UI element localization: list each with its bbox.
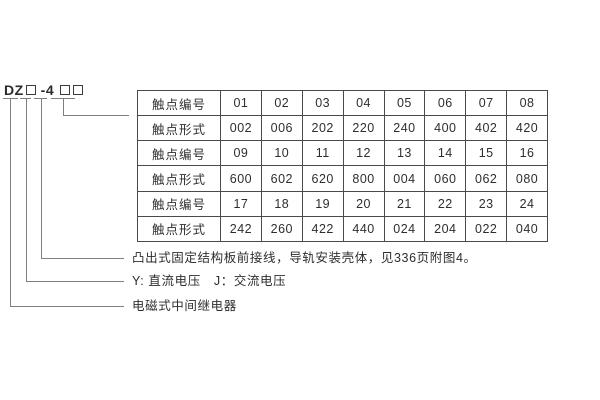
table-row: 触点形式 002 006 202 220 240 400 402 420 [137, 115, 548, 142]
cell: 204 [424, 215, 467, 243]
table-row: 触点编号 17 18 19 20 21 22 23 24 [137, 190, 548, 217]
cell: 23 [465, 190, 508, 217]
table-row: 触点编号 01 02 03 04 05 06 07 08 [137, 89, 548, 117]
row-label: 触点形式 [137, 215, 221, 243]
cell: 260 [260, 215, 303, 243]
table-row: 触点形式 242 260 422 440 024 204 022 040 [137, 215, 548, 243]
cell: 17 [220, 190, 262, 217]
cell: 16 [506, 140, 548, 167]
cell: 03 [301, 89, 344, 117]
table-row: 触点编号 09 10 11 12 13 14 15 16 [137, 140, 548, 167]
cell: 24 [506, 190, 548, 217]
row-label: 触点编号 [137, 140, 221, 167]
row-label: 触点编号 [137, 89, 221, 117]
cell: 10 [260, 140, 303, 167]
cell: 14 [424, 140, 467, 167]
cell: 080 [506, 165, 548, 192]
cell: 602 [260, 165, 303, 192]
cell: 060 [424, 165, 467, 192]
cell: 08 [506, 89, 548, 117]
connector-h-to-table [62, 115, 129, 117]
model-box-2 [60, 85, 71, 95]
row-label: 触点形式 [137, 165, 221, 192]
model-mid: -4 [40, 82, 55, 98]
cell: 06 [424, 89, 467, 117]
legend-voltage-note: Y: 直流电压 J：交流电压 [132, 274, 287, 288]
row-label: 触点形式 [137, 115, 221, 142]
cell: 15 [465, 140, 508, 167]
cell: 02 [260, 89, 303, 117]
cell: 062 [465, 165, 508, 192]
cell: 220 [342, 115, 385, 142]
connector-h-legend2 [25, 281, 124, 283]
cell: 800 [342, 165, 385, 192]
legend-relay-type-note: 电磁式中间继电器 [132, 299, 237, 313]
cell: 13 [383, 140, 426, 167]
connector-v-prefix [10, 98, 12, 307]
cell: 022 [465, 215, 508, 243]
cell: 422 [301, 215, 344, 243]
cell: 202 [301, 115, 344, 142]
row-label: 触点编号 [137, 190, 221, 217]
cell: 21 [383, 190, 426, 217]
cell: 040 [506, 215, 548, 243]
legend-mounting-note: 凸出式固定结构板前接线，导轨安装壳体，见336页附图4。 [132, 251, 477, 265]
cell: 002 [220, 115, 262, 142]
model-prefix: DZ [4, 82, 24, 98]
table-row: 触点形式 600 602 620 800 004 060 062 080 [137, 165, 548, 192]
cell: 420 [506, 115, 548, 142]
connector-h-legend1 [10, 306, 124, 308]
connector-h-legend3 [40, 258, 124, 260]
cell: 09 [220, 140, 262, 167]
cell: 11 [301, 140, 344, 167]
cell: 620 [301, 165, 344, 192]
cell: 12 [342, 140, 385, 167]
cell: 240 [383, 115, 426, 142]
contact-table: 触点编号 01 02 03 04 05 06 07 08 触点形式 002 00… [137, 89, 548, 243]
cell: 006 [260, 115, 303, 142]
model-box-1 [25, 85, 36, 95]
connector-v-box23 [62, 98, 64, 116]
cell: 19 [301, 190, 344, 217]
cell: 400 [424, 115, 467, 142]
cell: 22 [424, 190, 467, 217]
cell: 242 [220, 215, 262, 243]
cell: 024 [383, 215, 426, 243]
connector-v-mid [40, 98, 42, 259]
cell: 402 [465, 115, 508, 142]
connector-v-box1 [25, 98, 27, 282]
cell: 440 [342, 215, 385, 243]
cell: 01 [220, 89, 262, 117]
cell: 004 [383, 165, 426, 192]
cell: 20 [342, 190, 385, 217]
cell: 07 [465, 89, 508, 117]
cell: 05 [383, 89, 426, 117]
model-box-3 [73, 85, 84, 95]
model-code: DZ -4 [4, 82, 84, 98]
cell: 600 [220, 165, 262, 192]
cell: 04 [342, 89, 385, 117]
cell: 18 [260, 190, 303, 217]
